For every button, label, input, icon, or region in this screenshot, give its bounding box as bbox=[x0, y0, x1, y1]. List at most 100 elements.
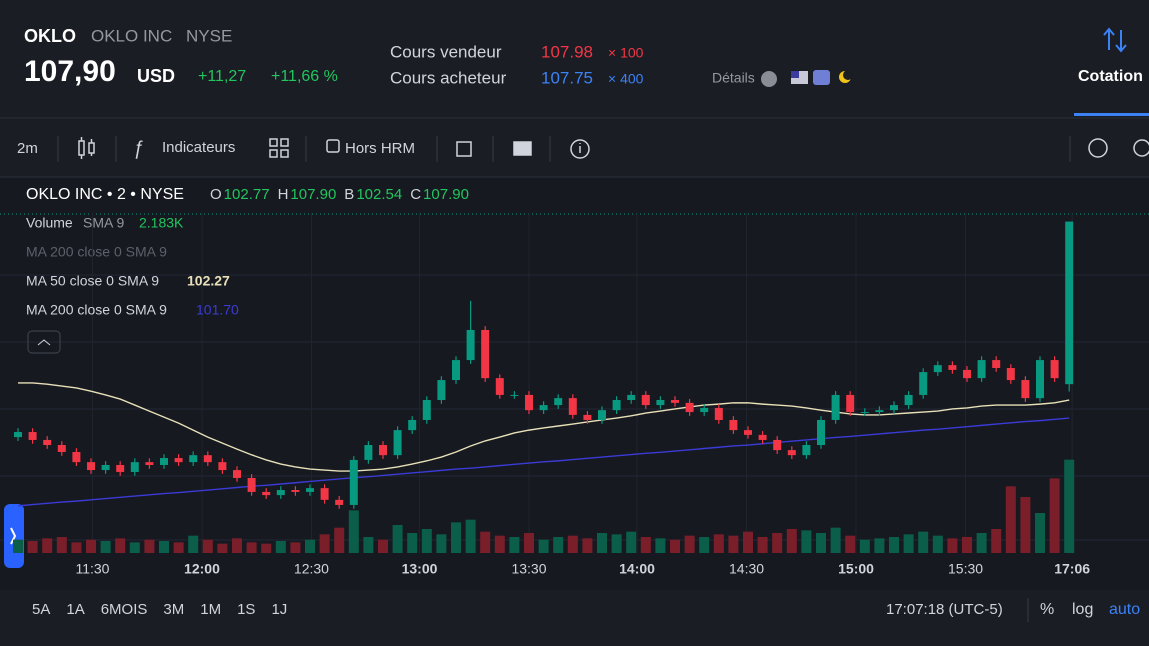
ohlc-label: H bbox=[278, 186, 289, 203]
volume-legend-value: 2.183K bbox=[139, 215, 184, 231]
toolbar-icons bbox=[78, 137, 1149, 159]
volume-bar bbox=[188, 535, 199, 553]
candle-body bbox=[481, 329, 490, 379]
ask: 107.98 bbox=[541, 42, 593, 61]
x-tick-label: 14:00 bbox=[619, 561, 655, 577]
percent-toggle[interactable]: % bbox=[1040, 601, 1054, 618]
interval[interactable]: 2m bbox=[17, 140, 38, 157]
change-percent: +11,66 % bbox=[271, 68, 338, 85]
bid-size: × 400 bbox=[608, 71, 644, 87]
candle-body bbox=[787, 450, 796, 456]
candle-body bbox=[495, 378, 504, 395]
market-icon bbox=[813, 70, 830, 85]
toggle-icon bbox=[10, 527, 17, 545]
ask-label: Cours vendeur bbox=[390, 42, 502, 61]
details[interactable]: Détails bbox=[712, 70, 755, 86]
candle-body bbox=[437, 380, 446, 401]
volume-bar bbox=[991, 529, 1002, 553]
volume-bar bbox=[640, 537, 651, 553]
volume-bar bbox=[232, 538, 242, 553]
candle-body bbox=[992, 360, 1001, 368]
volume-bar bbox=[319, 534, 330, 553]
volume-bar bbox=[845, 535, 856, 553]
range-button[interactable]: 1A bbox=[66, 601, 84, 618]
candle-body bbox=[452, 360, 460, 381]
auto-toggle[interactable]: auto bbox=[1109, 601, 1140, 618]
volume-bar bbox=[465, 519, 476, 553]
ohlc-value: 102.77 bbox=[224, 186, 270, 203]
extended-hours[interactable]: Hors HRM bbox=[345, 140, 415, 157]
x-tick-label: 14:30 bbox=[729, 561, 764, 577]
ohlc-value: 107.90 bbox=[290, 186, 336, 203]
candle-body bbox=[656, 400, 665, 406]
candle-body bbox=[963, 369, 971, 379]
x-tick-label: 13:30 bbox=[511, 561, 546, 577]
range-button[interactable]: 3M bbox=[163, 601, 184, 618]
volume-bar bbox=[27, 541, 38, 553]
volume-bar bbox=[1064, 459, 1075, 553]
candle-body bbox=[1036, 360, 1044, 399]
candle-body bbox=[539, 405, 548, 411]
volume-legend-params: SMA 9 bbox=[83, 215, 124, 231]
volume-bar bbox=[494, 535, 505, 553]
x-tick-label: 15:30 bbox=[948, 561, 983, 577]
x-tick-label: 15:00 bbox=[838, 561, 874, 577]
volume-bar bbox=[305, 539, 315, 553]
ma-legend: MA 50 close 0 SMA 9 bbox=[26, 273, 159, 289]
volume-bar bbox=[348, 510, 359, 553]
volume-bar bbox=[1005, 486, 1016, 553]
candle-body bbox=[641, 394, 650, 406]
quote-tab[interactable]: Cotation bbox=[1078, 68, 1143, 85]
candle-body bbox=[729, 419, 738, 431]
quote-icon[interactable] bbox=[1103, 27, 1127, 53]
volume-bar bbox=[144, 539, 155, 553]
candle-body bbox=[349, 459, 358, 505]
info-icon[interactable] bbox=[761, 71, 777, 87]
candle-body bbox=[568, 398, 577, 415]
fx-icon[interactable]: ƒ bbox=[133, 138, 144, 159]
candle-body bbox=[189, 455, 198, 463]
candle-body bbox=[160, 458, 168, 465]
candle-body bbox=[598, 410, 606, 420]
candle-body bbox=[72, 451, 81, 463]
range-button[interactable]: 1S bbox=[237, 601, 255, 618]
volume-bar bbox=[480, 531, 491, 553]
currency: USD bbox=[137, 66, 175, 86]
range-button[interactable]: 6MOIS bbox=[101, 601, 148, 618]
candle-body bbox=[1006, 367, 1015, 381]
log-toggle[interactable]: log bbox=[1072, 601, 1093, 618]
x-tick-label: 11:30 bbox=[75, 561, 109, 577]
volume-bar bbox=[816, 533, 826, 553]
volume-bar bbox=[582, 538, 593, 553]
x-tick-label: 17:06 bbox=[1054, 561, 1090, 577]
volume-bar bbox=[86, 539, 96, 553]
indicators[interactable]: Indicateurs bbox=[162, 139, 235, 156]
candle-body bbox=[174, 458, 183, 463]
volume-bar bbox=[947, 538, 958, 553]
volume-bar bbox=[932, 535, 943, 553]
range-button[interactable]: 1M bbox=[200, 601, 221, 618]
volume-bar bbox=[743, 531, 753, 553]
range-button[interactable]: 5A bbox=[32, 601, 50, 618]
candle-body bbox=[291, 490, 300, 492]
range-button[interactable]: 1J bbox=[271, 601, 287, 618]
candle-body bbox=[919, 372, 928, 395]
candle-body bbox=[14, 432, 22, 438]
collapse-button[interactable] bbox=[27, 330, 61, 354]
candle-body bbox=[685, 402, 694, 413]
volume-bar bbox=[100, 541, 111, 553]
volume-bar bbox=[202, 539, 213, 553]
volume-bar bbox=[670, 539, 680, 553]
volume-bar bbox=[786, 529, 797, 553]
tab-indicator bbox=[1074, 113, 1149, 116]
candle-body bbox=[335, 499, 344, 505]
candle-body bbox=[466, 329, 475, 361]
candle-body bbox=[306, 488, 314, 492]
candle-body bbox=[408, 419, 417, 431]
volume-bar bbox=[962, 537, 972, 553]
candle-body bbox=[379, 445, 387, 456]
ma-legend-value: 102.27 bbox=[187, 273, 230, 289]
volume-bar bbox=[246, 542, 257, 553]
